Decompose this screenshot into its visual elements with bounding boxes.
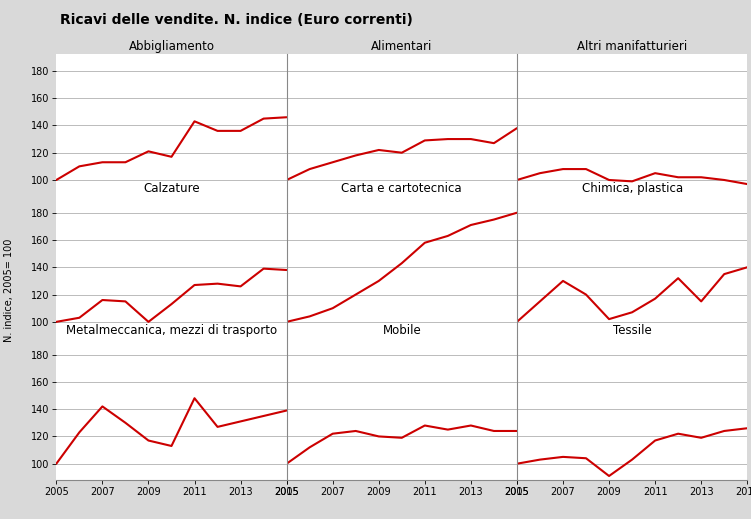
Title: Alimentari: Alimentari xyxy=(371,40,433,53)
Title: Carta e cartotecnica: Carta e cartotecnica xyxy=(342,182,462,195)
Title: Calzature: Calzature xyxy=(143,182,200,195)
Title: Tessile: Tessile xyxy=(613,324,651,337)
Title: Abbigliamento: Abbigliamento xyxy=(128,40,215,53)
Title: Metalmeccanica, mezzi di trasporto: Metalmeccanica, mezzi di trasporto xyxy=(66,324,277,337)
Title: Altri manifatturieri: Altri manifatturieri xyxy=(577,40,687,53)
Title: Chimica, plastica: Chimica, plastica xyxy=(581,182,683,195)
Text: N. indice, 2005= 100: N. indice, 2005= 100 xyxy=(4,239,14,343)
Title: Mobile: Mobile xyxy=(382,324,421,337)
Text: Ricavi delle vendite. N. indice (Euro correnti): Ricavi delle vendite. N. indice (Euro co… xyxy=(60,13,413,27)
